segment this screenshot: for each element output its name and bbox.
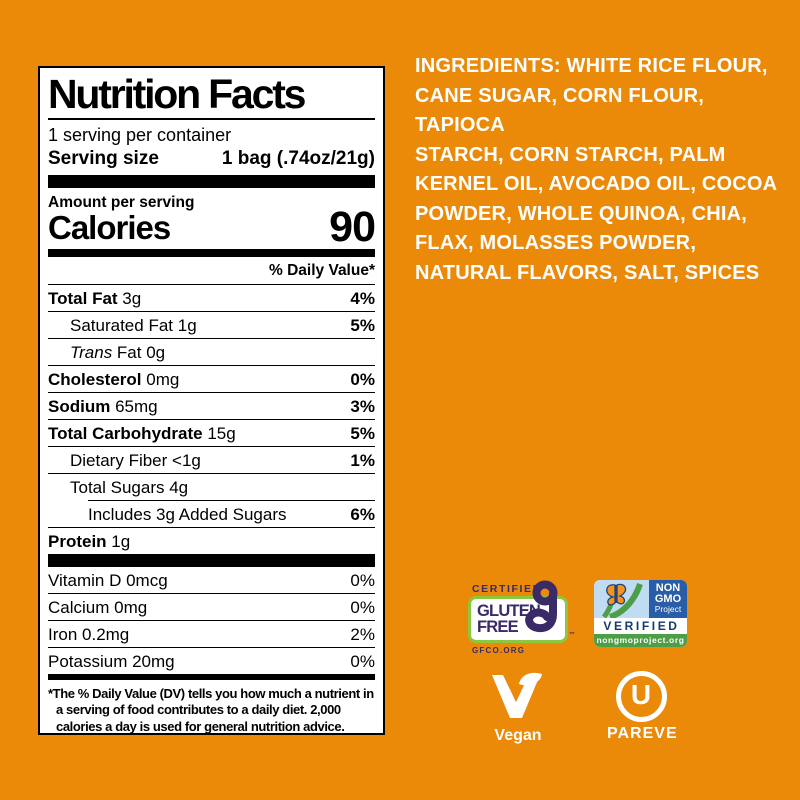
ingredients-line: KERNEL OIL, AVOCADO OIL, COCOA xyxy=(415,173,778,195)
certified-gluten-free-badge: CERTIFIED GLUTEN FREE ™ GFCO.ORG xyxy=(468,580,576,655)
dv-potassium: 0% xyxy=(350,651,375,671)
ou-circle-icon: U xyxy=(615,671,667,722)
dv-vitamin-d: 0% xyxy=(350,570,375,590)
title-divider xyxy=(48,117,375,120)
gluten-free-certified-text: CERTIFIED xyxy=(472,583,542,595)
non-gmo-url: nongmoproject.org xyxy=(594,634,687,647)
gfco-org-text: GFCO.ORG xyxy=(472,646,526,655)
gluten-free-tm: ™ xyxy=(569,632,575,638)
serving-size-row: Serving size 1 bag (.74oz/21g) xyxy=(48,146,375,175)
vegan-v-icon xyxy=(492,672,542,718)
divider-thick xyxy=(48,174,375,188)
vitamin-row-calcium: Calcium 0mg 0% xyxy=(48,594,375,621)
nutrient-row-total-fat: Total Fat 3g 4% xyxy=(48,285,375,312)
nutrition-facts-label: Nutrition Facts 1 serving per container … xyxy=(38,66,385,735)
nutrient-row-dietary-fiber: Dietary Fiber <1g 1% xyxy=(48,447,375,474)
vitamin-row-potassium: Potassium 20mg 0% xyxy=(48,651,375,671)
non-gmo-wordmark: NON GMO Project xyxy=(649,580,687,618)
vitamin-row-vitamin-d: Vitamin D 0mcg 0% xyxy=(48,567,375,594)
indented-divider xyxy=(88,499,375,501)
non-gmo-butterfly-icon xyxy=(601,582,643,618)
ingredients-line: CANE SUGAR, CORN FLOUR, TAPIOCA xyxy=(415,84,705,137)
non-gmo-verified-text: VERIFIED xyxy=(594,618,687,634)
dv-added-sugars: 6% xyxy=(350,504,375,524)
dv-total-carbohydrate: 5% xyxy=(350,423,375,443)
nutrient-row-saturated-fat: Saturated Fat 1g 5% xyxy=(48,312,375,339)
servings-per-container: 1 serving per container xyxy=(48,124,232,145)
nutrient-row-trans-fat: Trans Fat 0g xyxy=(48,339,375,366)
ingredients-line: STARCH, CORN STARCH, PALM xyxy=(415,143,726,166)
dv-saturated-fat: 5% xyxy=(350,315,375,335)
ingredients-line: NATURAL FLAVORS, SALT, SPICES xyxy=(415,261,760,284)
dv-sodium: 3% xyxy=(350,396,375,416)
calories-label: Calories xyxy=(48,208,171,246)
dv-total-fat: 4% xyxy=(350,288,375,308)
non-gmo-sky-panel xyxy=(594,580,649,618)
calories-value: 90 xyxy=(329,202,376,251)
nutrition-facts-title: Nutrition Facts xyxy=(48,71,306,117)
pareve-label: PAREVE xyxy=(607,725,678,742)
ou-letter: U xyxy=(630,679,652,710)
amount-per-serving-label: Amount per serving xyxy=(48,193,195,211)
nutrient-row-cholesterol: Cholesterol 0mg 0% xyxy=(48,366,375,393)
divider-thick xyxy=(48,553,375,567)
vitamin-row-iron: Iron 0.2mg 2% xyxy=(48,621,375,648)
daily-value-footnote: *The % Daily Value (DV) tells you how mu… xyxy=(48,685,374,734)
nutrient-row-sodium: Sodium 65mg 3% xyxy=(48,393,375,420)
dv-cholesterol: 0% xyxy=(350,369,375,389)
calories-row: Calories 90 xyxy=(48,202,376,251)
divider-medium xyxy=(48,248,375,257)
non-gmo-top-section: NON GMO Project xyxy=(594,580,687,618)
ingredients-line: INGREDIENTS: WHITE RICE FLOUR, xyxy=(415,55,768,77)
dv-dietary-fiber: 1% xyxy=(350,450,375,470)
nutrient-row-total-carbohydrate: Total Carbohydrate 15g 5% xyxy=(48,420,375,447)
divider-footnote xyxy=(48,673,375,680)
nutrient-row-protein: Protein 1g xyxy=(48,531,131,551)
vegan-badge: Vegan xyxy=(486,671,550,745)
ingredients-line: FLAX, MOLASSES POWDER, xyxy=(415,232,697,254)
serving-size-value: 1 bag (.74oz/21g) xyxy=(221,147,375,169)
pareve-badge: U PAREVE xyxy=(607,671,678,743)
daily-value-header: % Daily Value* xyxy=(48,257,375,285)
non-gmo-project-verified-badge: NON GMO Project VERIFIED nongmoproject.o… xyxy=(594,580,687,647)
gluten-free-wordmark: GLUTEN FREE xyxy=(477,602,541,636)
serving-size-label: Serving size xyxy=(48,147,159,169)
gfco-g-icon xyxy=(525,580,558,633)
nutrient-row-total-sugars: Total Sugars 4g xyxy=(70,477,189,497)
ingredients-line: POWDER, WHOLE QUINOA, CHIA, xyxy=(415,202,748,225)
nutrient-row-added-sugars: Includes 3g Added Sugars 6% xyxy=(48,501,375,528)
ingredients-list: INGREDIENTS: WHITE RICE FLOUR, CANE SUGA… xyxy=(415,52,793,288)
dv-iron: 2% xyxy=(350,624,375,644)
dv-calcium: 0% xyxy=(350,597,375,617)
vegan-label: Vegan xyxy=(494,727,542,744)
